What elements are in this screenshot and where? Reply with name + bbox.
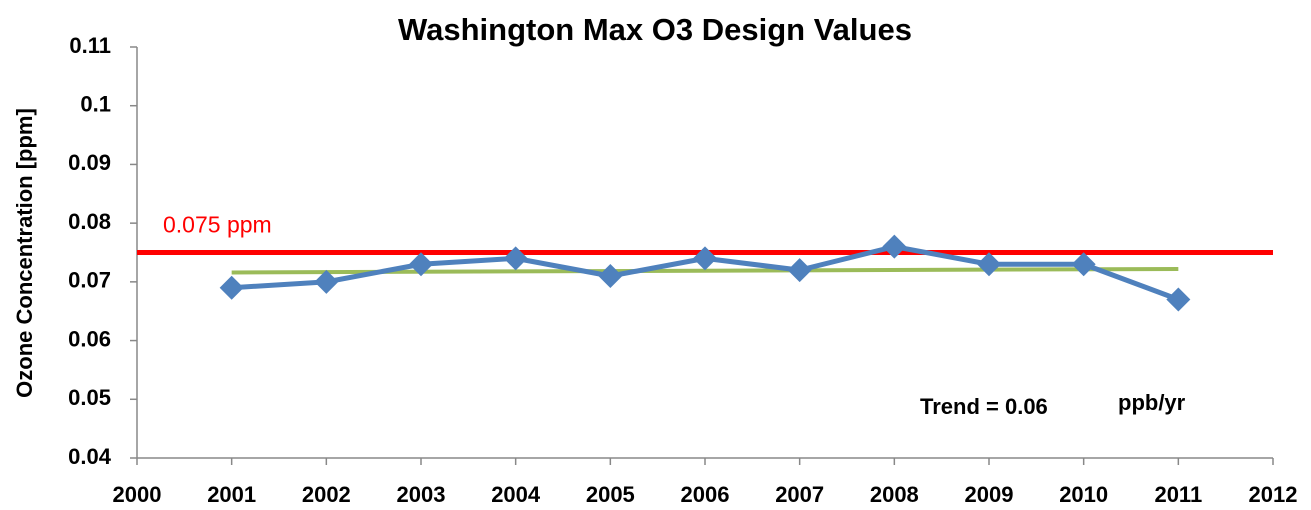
data-marker — [977, 252, 1001, 277]
data-marker — [219, 275, 244, 300]
data-marker — [1166, 287, 1191, 312]
data-marker — [1071, 252, 1096, 277]
annotation: ppb/yr — [1118, 390, 1186, 415]
annotation: Trend = 0.06 — [920, 394, 1048, 419]
x-tick-label: 2002 — [302, 482, 351, 507]
y-tick-label: 0.08 — [68, 209, 111, 234]
data-marker — [409, 252, 433, 277]
y-tick-label: 0.06 — [68, 326, 111, 351]
x-tick-label: 2003 — [397, 482, 446, 507]
y-tick-label: 0.11 — [69, 33, 111, 58]
x-tick-label: 2005 — [586, 482, 635, 507]
reference-label: 0.075 ppm — [163, 212, 272, 238]
x-tick-label: 2011 — [1154, 482, 1202, 507]
data-marker — [598, 263, 623, 288]
y-tick-label: 0.09 — [68, 150, 111, 175]
x-tick-label: 2010 — [1059, 482, 1108, 507]
y-tick-label: 0.1 — [80, 92, 111, 117]
data-marker — [882, 234, 907, 259]
x-tick-label: 2004 — [491, 482, 541, 507]
x-tick-label: 2008 — [870, 482, 919, 507]
x-tick-label: 2007 — [775, 482, 824, 507]
chart-title: Washington Max O3 Design Values — [398, 12, 912, 47]
x-tick-label: 2009 — [965, 482, 1014, 507]
x-tick-label: 2001 — [207, 482, 256, 507]
data-marker — [787, 258, 812, 283]
y-tick-label: 0.07 — [68, 268, 111, 293]
x-tick-label: 2000 — [113, 482, 162, 507]
y-tick-label: 0.04 — [68, 444, 112, 469]
data-marker — [693, 246, 717, 271]
y-axis-label: Ozone Concentration [ppm] — [12, 108, 37, 398]
data-marker — [503, 246, 528, 271]
x-tick-label: 2006 — [681, 482, 730, 507]
x-tick-label: 2012 — [1249, 482, 1298, 507]
y-tick-label: 0.05 — [68, 385, 111, 410]
data-marker — [314, 269, 339, 294]
